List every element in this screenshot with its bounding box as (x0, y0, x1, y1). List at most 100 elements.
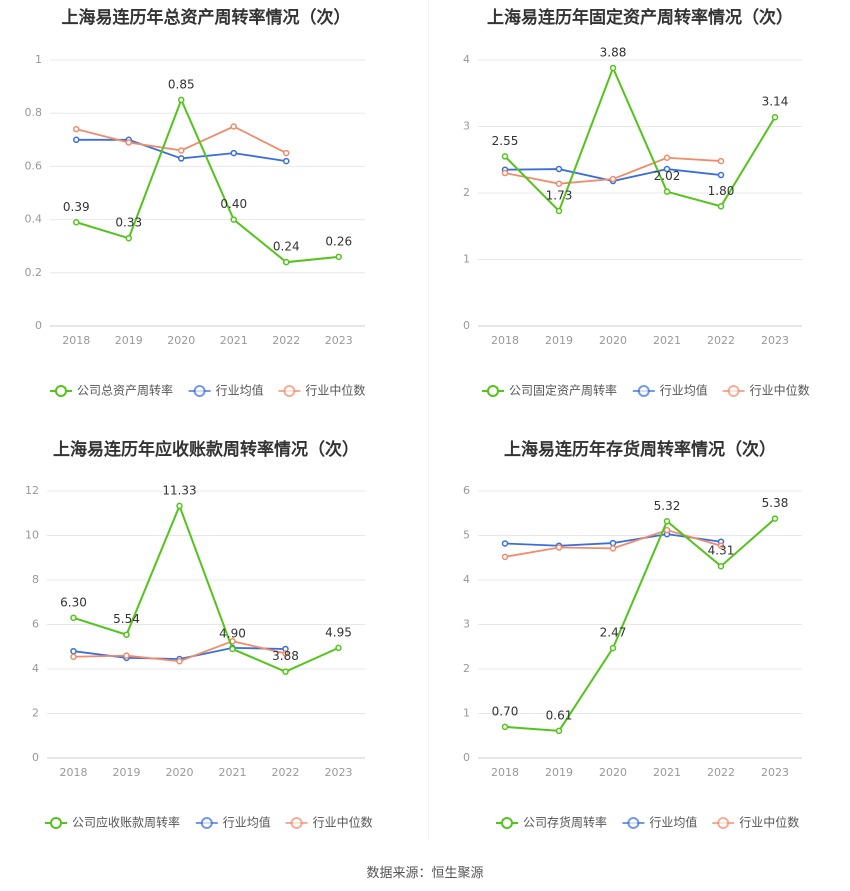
data-point (176, 657, 183, 665)
data-label: 0.70 (492, 704, 519, 718)
data-point (335, 253, 342, 261)
x-tick-label: 2019 (545, 334, 573, 347)
legend-item-2: 行业均值 (188, 383, 264, 398)
data-label: 0.33 (115, 216, 142, 230)
legend-label: 公司存货周转率 (523, 815, 607, 830)
data-label: 2.55 (492, 134, 519, 148)
series-line-1 (504, 65, 776, 213)
legend-label: 行业中位数 (750, 383, 810, 398)
x-tick-label: 2021 (219, 766, 247, 779)
y-tick-label: 2 (463, 186, 470, 199)
y-tick-label: 0.4 (25, 213, 43, 226)
legend-marker (290, 817, 303, 829)
legend-label: 行业均值 (216, 383, 264, 398)
data-point (609, 644, 617, 652)
legend-label: 行业均值 (649, 815, 697, 830)
data-point (501, 169, 509, 177)
y-tick-label: 4 (463, 53, 470, 66)
legend-marker (200, 817, 213, 829)
data-point (771, 113, 779, 121)
data-point (178, 96, 185, 104)
panel-divider (428, 0, 429, 840)
data-point (501, 723, 509, 731)
data-point (663, 518, 671, 525)
data-point (230, 123, 237, 130)
y-tick-label: 0 (35, 319, 42, 332)
x-tick-label: 2018 (491, 766, 519, 779)
data-point (663, 165, 671, 173)
y-tick-label: 1 (463, 707, 470, 720)
data-point (501, 553, 509, 561)
data-point (283, 157, 290, 165)
legend-item-1: 公司固定资产周转率 (482, 383, 617, 398)
x-tick-label: 2023 (325, 334, 353, 347)
data-label: 6.30 (60, 595, 87, 609)
legend-label: 行业中位数 (739, 815, 799, 830)
x-tick-label: 2022 (707, 766, 735, 779)
y-tick-label: 4 (32, 662, 39, 675)
data-point (70, 647, 77, 655)
data-label: 4.90 (219, 626, 246, 640)
data-point (663, 188, 671, 195)
data-point (663, 154, 671, 162)
data-label: 1.73 (546, 188, 573, 202)
data-point (125, 234, 132, 242)
data-label: 3.88 (600, 45, 627, 59)
x-tick-label: 2023 (761, 334, 789, 347)
x-tick-label: 2022 (707, 334, 735, 347)
legend-marker (487, 385, 499, 397)
data-point (123, 652, 130, 659)
legend-item-2: 行业均值 (632, 383, 708, 398)
legend-item-1: 公司应收账款周转率 (45, 815, 180, 830)
x-tick-label: 2019 (115, 334, 143, 347)
chart-panel-2: 上海易连历年固定资产周转率情况（次） 0 1 2 3 4 2018 2019 2020 2021 2… (463, 7, 810, 398)
data-label: 4.31 (708, 544, 735, 558)
data-point (555, 180, 563, 187)
legend-label: 行业中位数 (313, 815, 373, 830)
data-label: 3.88 (272, 649, 299, 663)
chart-panel-3: 上海易连历年应收账款周转率情况（次） 0 2 4 6 8 10 12 2018 2019 2020 2… (25, 439, 373, 830)
x-tick-label: 2021 (653, 766, 681, 779)
series-line-1 (504, 517, 776, 732)
legend-marker (50, 817, 62, 829)
data-label: 5.32 (654, 499, 681, 513)
y-tick-label: 5 (463, 529, 470, 542)
chart-panel-1: 上海易连历年总资产周转率情况（次） 0 0.2 0.4 0.6 0.8 1 2018 2019 2… (25, 7, 366, 398)
legend-item-3: 行业中位数 (722, 383, 810, 398)
legend-label: 公司固定资产周转率 (509, 383, 617, 398)
x-tick-label: 2022 (272, 766, 300, 779)
y-tick-label: 1 (35, 53, 42, 66)
y-tick-label: 0.2 (25, 266, 43, 279)
data-label: 0.39 (63, 200, 90, 214)
x-tick-label: 2020 (599, 766, 627, 779)
data-point (555, 544, 563, 551)
legend-item-2: 行业均值 (622, 815, 697, 830)
legend-marker (727, 385, 740, 397)
legend-label: 行业均值 (660, 383, 708, 398)
legend-item-3: 行业中位数 (712, 815, 799, 830)
data-point (73, 125, 80, 133)
data-point (501, 540, 509, 547)
legend-marker (717, 817, 730, 829)
data-point (609, 539, 617, 547)
x-tick-label: 2018 (60, 766, 88, 779)
chart-title: 上海易连历年应收账款周转率情况（次） (53, 439, 359, 460)
data-label: 0.61 (546, 708, 573, 722)
x-tick-label: 2023 (325, 766, 353, 779)
data-point (717, 171, 725, 179)
y-tick-label: 0 (32, 751, 39, 764)
chart-title: 上海易连历年存货周转率情况（次） (504, 439, 776, 460)
y-tick-label: 12 (25, 484, 39, 497)
y-tick-label: 4 (463, 573, 470, 586)
y-tick-label: 0.8 (25, 106, 43, 119)
data-point (555, 727, 563, 735)
y-tick-label: 0 (463, 751, 470, 764)
data-label: 4.95 (325, 625, 352, 639)
x-tick-label: 2021 (653, 334, 681, 347)
legend-marker (55, 385, 67, 397)
x-tick-label: 2023 (761, 766, 789, 779)
data-point (229, 645, 236, 653)
data-point (282, 650, 289, 657)
data-point (555, 165, 563, 173)
